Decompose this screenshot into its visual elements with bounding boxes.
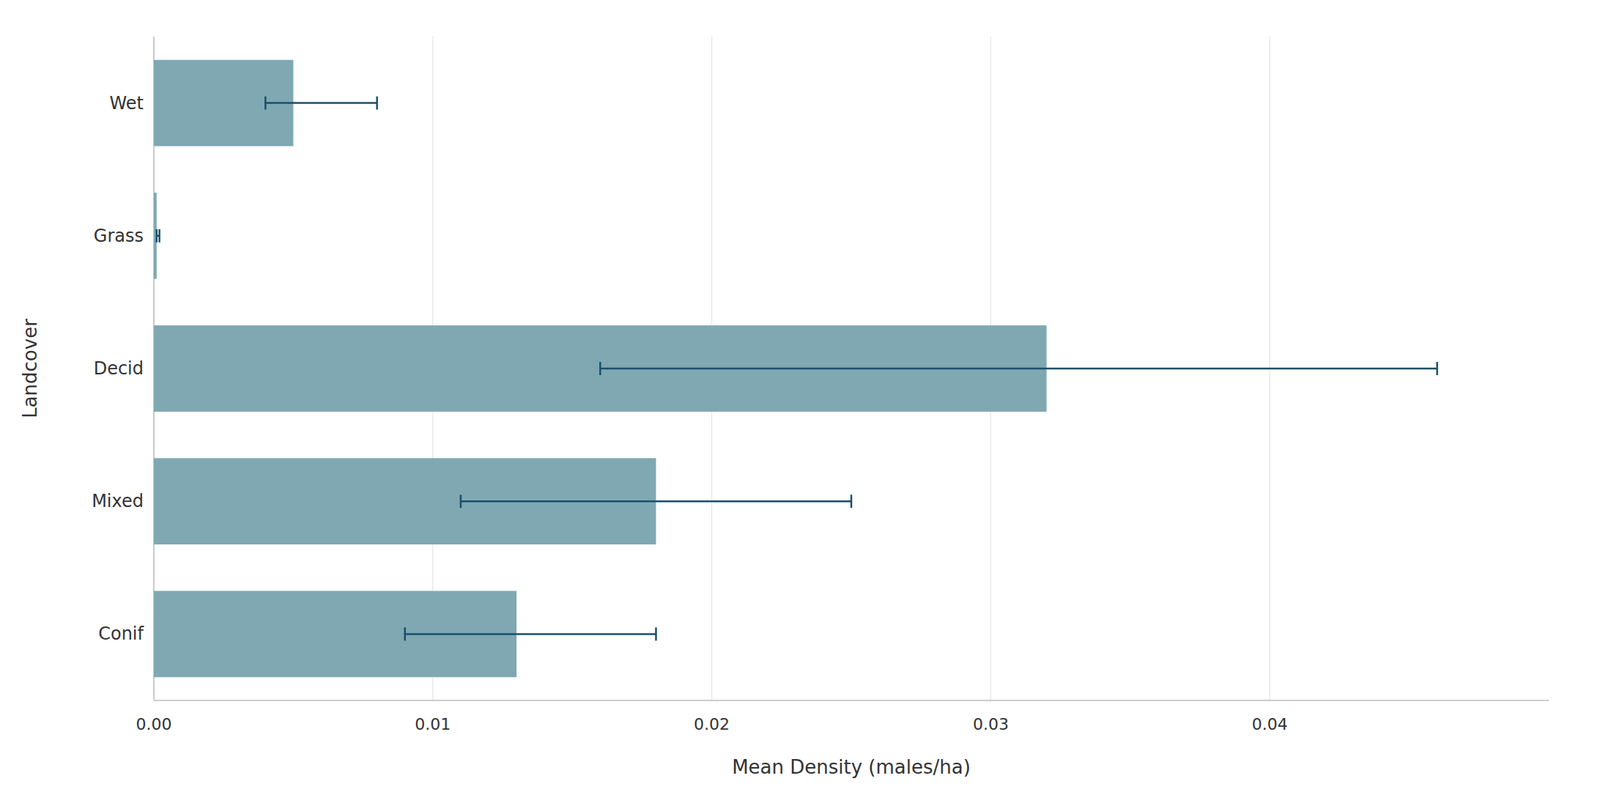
labels: 0.00 0.01 0.02 0.03 0.04 Conif Mixed Decid Grass… xyxy=(19,93,1288,779)
marks xyxy=(153,60,1438,678)
x-tick-label: 0.04 xyxy=(1252,715,1288,734)
y-tick-label: Wet xyxy=(109,93,145,114)
x-axis-title: Mean Density (males/ha) xyxy=(731,756,971,779)
bar xyxy=(153,192,157,280)
x-tick-label: 0.00 xyxy=(136,715,173,734)
axes xyxy=(153,36,1549,701)
error-bar xyxy=(600,361,1437,376)
y-tick-label: Decid xyxy=(93,358,144,379)
y-tick-label: Grass xyxy=(93,225,144,247)
error-bar xyxy=(156,229,160,243)
x-tick-label: 0.02 xyxy=(693,715,730,734)
y-tick-label: Mixed xyxy=(91,490,144,512)
error-bar xyxy=(405,627,657,641)
y-axis-title: Landcover xyxy=(19,318,42,419)
error-bar xyxy=(460,494,852,508)
x-axis-line xyxy=(153,699,1549,702)
error-bar xyxy=(265,96,377,110)
chart: 0.00 0.01 0.02 0.03 0.04 Conif Mixed Decid Grass… xyxy=(0,0,1600,803)
y-tick-label: Conif xyxy=(98,623,144,644)
x-tick-label: 0.01 xyxy=(414,715,451,734)
chart-container: 0.00 0.01 0.02 0.03 0.04 Conif Mixed Decid Grass… xyxy=(0,0,1600,803)
x-tick-label: 0.03 xyxy=(972,715,1009,734)
